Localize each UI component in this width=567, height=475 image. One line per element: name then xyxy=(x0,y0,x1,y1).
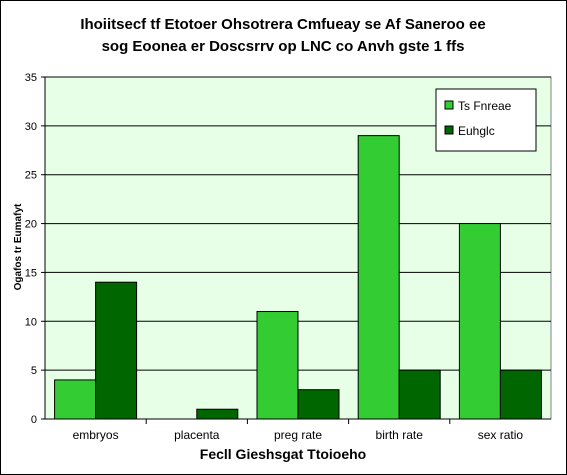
y-tick-label: 20 xyxy=(25,219,37,231)
chart-title-line-2: sog Eoonea er Doscsrrv op LNC co Anvh gs… xyxy=(102,38,465,55)
x-category-label: embryos xyxy=(73,428,119,442)
y-tick-label: 25 xyxy=(25,170,37,182)
x-category-label: preg rate xyxy=(274,428,322,442)
legend: Ts Fnreae Euhglc xyxy=(435,88,537,152)
legend-label: Ts Fnreae xyxy=(458,99,512,113)
y-tick-label: 0 xyxy=(31,414,37,426)
x-axis-title: Fecll Gieshsgat Ttoioeho xyxy=(200,446,366,462)
x-category-label: placenta xyxy=(174,428,220,442)
y-tick-labels: 0 5 10 15 20 25 30 35 xyxy=(25,72,37,426)
x-category-label: sex ratio xyxy=(478,428,524,442)
axes xyxy=(41,76,551,424)
bar-series-1-preg-rate xyxy=(256,311,299,420)
y-axis-title: Ogafos tr Eumafyt xyxy=(13,203,24,290)
bar-series-2-embryos xyxy=(95,281,138,420)
y-tick-label: 5 xyxy=(31,365,37,377)
legend-label: Euhglc xyxy=(458,124,495,138)
y-tick-label: 15 xyxy=(25,267,37,279)
y-tick-label: 35 xyxy=(25,72,37,84)
bars xyxy=(54,135,542,420)
y-tick-label: 10 xyxy=(25,316,37,328)
chart-title-line-1: Ihoiitsecf tf Etotoer Ohsotrera Cmfueay … xyxy=(80,16,485,33)
bar-series-1-embryos xyxy=(54,379,97,420)
bar-series-1-birth-rate xyxy=(357,135,400,420)
y-tick-label: 30 xyxy=(25,121,37,133)
bar-series-1-sex-ratio xyxy=(458,223,501,420)
legend-swatch xyxy=(444,100,454,110)
x-category-label: birth rate xyxy=(376,428,424,442)
bar-series-2-birth-rate xyxy=(398,369,441,420)
bar-series-2-placenta xyxy=(196,408,239,420)
legend-box xyxy=(435,88,537,152)
x-category-labels: embryos placenta preg rate birth rate sex ra… xyxy=(73,428,524,442)
bar-series-2-sex-ratio xyxy=(499,369,542,420)
bar-series-2-preg-rate xyxy=(297,389,340,420)
legend-swatch xyxy=(444,125,454,135)
